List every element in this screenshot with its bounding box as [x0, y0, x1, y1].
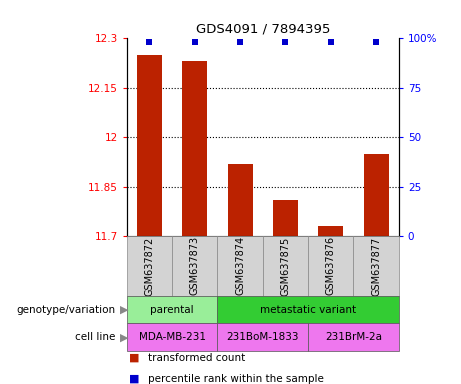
Text: cell line: cell line: [75, 332, 115, 342]
Bar: [127, 236, 172, 296]
Bar: [218, 296, 399, 323]
Text: transformed count: transformed count: [148, 353, 245, 363]
Bar: [127, 296, 218, 323]
Point: [146, 39, 153, 45]
Point: [327, 39, 334, 45]
Text: GSM637877: GSM637877: [371, 236, 381, 296]
Bar: [137, 55, 162, 236]
Bar: [218, 323, 308, 351]
Text: GSM637873: GSM637873: [190, 237, 200, 295]
Point: [282, 39, 289, 45]
Text: 231BrM-2a: 231BrM-2a: [325, 332, 382, 342]
Text: GSM637874: GSM637874: [235, 237, 245, 295]
Text: GSM637875: GSM637875: [280, 236, 290, 296]
Text: ▶: ▶: [120, 332, 129, 342]
Point: [191, 39, 198, 45]
Text: GSM637876: GSM637876: [326, 237, 336, 295]
Text: parental: parental: [150, 305, 194, 314]
Bar: [354, 236, 399, 296]
Bar: [308, 323, 399, 351]
Bar: [182, 61, 207, 236]
Bar: [218, 236, 263, 296]
Bar: [127, 323, 218, 351]
Text: metastatic variant: metastatic variant: [260, 305, 356, 314]
Bar: [364, 154, 389, 236]
Point: [372, 39, 380, 45]
Bar: [273, 200, 298, 236]
Text: 231BoM-1833: 231BoM-1833: [226, 332, 299, 342]
Bar: [228, 164, 253, 236]
Text: percentile rank within the sample: percentile rank within the sample: [148, 374, 324, 384]
Text: GSM637872: GSM637872: [144, 236, 154, 296]
Point: [236, 39, 244, 45]
Bar: [308, 236, 354, 296]
Text: MDA-MB-231: MDA-MB-231: [139, 332, 206, 342]
Title: GDS4091 / 7894395: GDS4091 / 7894395: [195, 23, 330, 36]
Text: ▶: ▶: [120, 305, 129, 314]
Bar: [172, 236, 218, 296]
Bar: [318, 226, 343, 236]
Text: genotype/variation: genotype/variation: [16, 305, 115, 314]
Bar: [263, 236, 308, 296]
Text: ■: ■: [129, 374, 140, 384]
Text: ■: ■: [129, 353, 140, 363]
